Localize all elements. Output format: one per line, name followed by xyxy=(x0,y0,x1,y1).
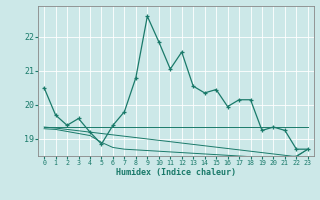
X-axis label: Humidex (Indice chaleur): Humidex (Indice chaleur) xyxy=(116,168,236,177)
